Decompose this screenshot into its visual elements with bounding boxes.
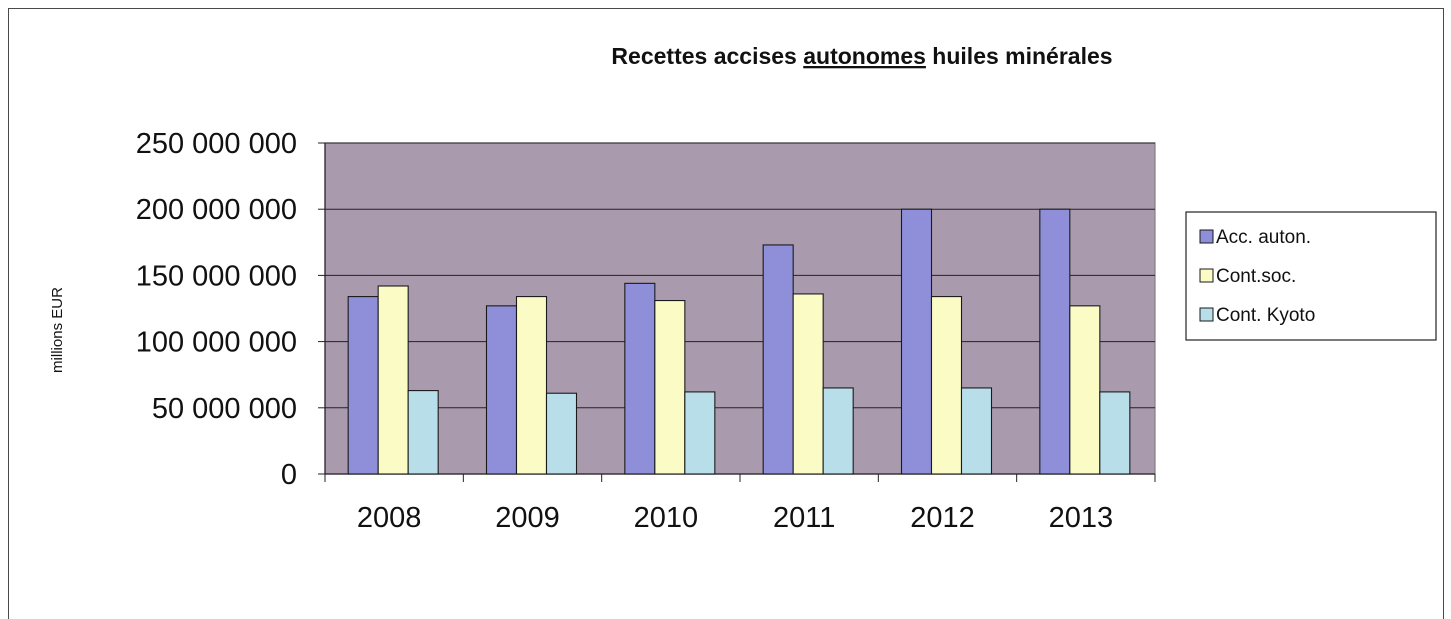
title-part-3: huiles minérales [926,43,1113,69]
y-tick-label: 200 000 000 [136,194,297,226]
bar [515,296,548,475]
title-part-2: autonomes [803,43,926,69]
bar [762,244,794,475]
bar [347,296,379,475]
plot-area: 0 50 000 000 100 000 000 150 000 000 200 000… [136,128,1156,534]
x-tick-label: 2012 [910,502,975,534]
bar [930,296,963,475]
y-axis-label: millions EUR [49,287,66,373]
x-tick-label: 2011 [773,502,835,534]
bar [407,390,439,475]
bar [377,285,409,475]
legend: Acc. auton. Cont.soc. Cont. Kyoto [1185,211,1437,341]
y-tick-label: 150 000 000 [136,260,297,292]
legend-box [1185,211,1437,341]
bar [545,392,578,475]
bar [684,391,716,475]
bar [792,293,824,475]
x-tick-label: 2010 [634,502,699,534]
bar [1099,391,1131,475]
y-tick-label: 50 000 000 [152,393,297,425]
legend-label: Cont.soc. [1216,266,1296,287]
bar [960,387,993,475]
plot-background [324,142,1156,475]
chart-title: Recettes accises autonomes huiles minéra… [611,43,1112,69]
bar [1039,208,1071,475]
x-tick-label: 2008 [357,502,422,534]
chart-frame [8,8,1444,619]
y-tick-label: 100 000 000 [136,327,297,359]
legend-swatch [1199,268,1214,283]
x-tick-label: 2013 [1049,502,1114,534]
bar [900,208,933,475]
legend-swatch [1199,229,1214,244]
y-tick-label: 250 000 000 [136,128,297,160]
bar [822,387,854,475]
bar [624,282,656,475]
bar [654,300,686,475]
bar [485,305,518,475]
x-tick-label: 2009 [495,502,560,534]
title-part-1: Recettes accises [611,43,803,69]
legend-label: Acc. auton. [1216,227,1311,248]
legend-swatch [1199,307,1214,322]
y-tick-label: 0 [281,459,297,491]
legend-label: Cont. Kyoto [1216,305,1315,326]
bar [1069,305,1101,475]
